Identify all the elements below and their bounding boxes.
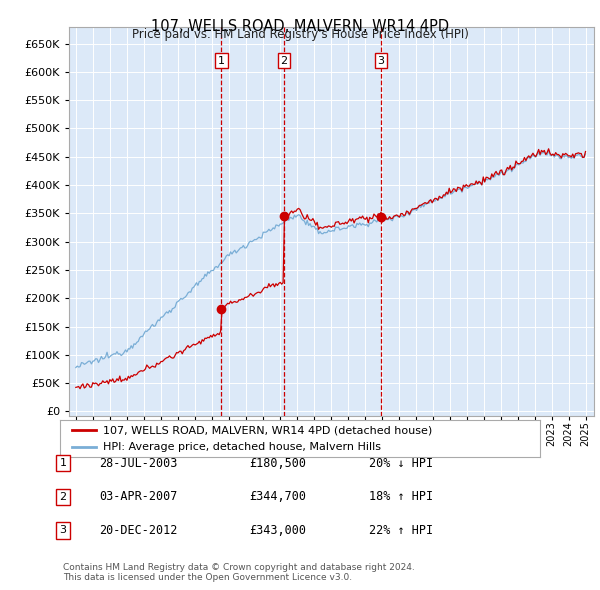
Text: £344,700: £344,700 (249, 490, 306, 503)
Text: 03-APR-2007: 03-APR-2007 (99, 490, 178, 503)
Text: £180,500: £180,500 (249, 457, 306, 470)
Text: 1: 1 (59, 458, 67, 468)
Text: 1: 1 (218, 55, 225, 65)
Text: 107, WELLS ROAD, MALVERN, WR14 4PD: 107, WELLS ROAD, MALVERN, WR14 4PD (151, 19, 449, 34)
Text: 3: 3 (377, 55, 385, 65)
Text: 18% ↑ HPI: 18% ↑ HPI (369, 490, 433, 503)
Text: 107, WELLS ROAD, MALVERN, WR14 4PD (detached house): 107, WELLS ROAD, MALVERN, WR14 4PD (deta… (103, 425, 433, 435)
Text: 3: 3 (59, 526, 67, 535)
Text: Price paid vs. HM Land Registry's House Price Index (HPI): Price paid vs. HM Land Registry's House … (131, 28, 469, 41)
Text: 22% ↑ HPI: 22% ↑ HPI (369, 524, 433, 537)
Text: £343,000: £343,000 (249, 524, 306, 537)
Text: 2: 2 (280, 55, 287, 65)
Text: 20-DEC-2012: 20-DEC-2012 (99, 524, 178, 537)
Text: This data is licensed under the Open Government Licence v3.0.: This data is licensed under the Open Gov… (63, 573, 352, 582)
Text: 28-JUL-2003: 28-JUL-2003 (99, 457, 178, 470)
Text: HPI: Average price, detached house, Malvern Hills: HPI: Average price, detached house, Malv… (103, 442, 381, 452)
Text: Contains HM Land Registry data © Crown copyright and database right 2024.: Contains HM Land Registry data © Crown c… (63, 563, 415, 572)
Text: 20% ↓ HPI: 20% ↓ HPI (369, 457, 433, 470)
Text: 2: 2 (59, 492, 67, 502)
